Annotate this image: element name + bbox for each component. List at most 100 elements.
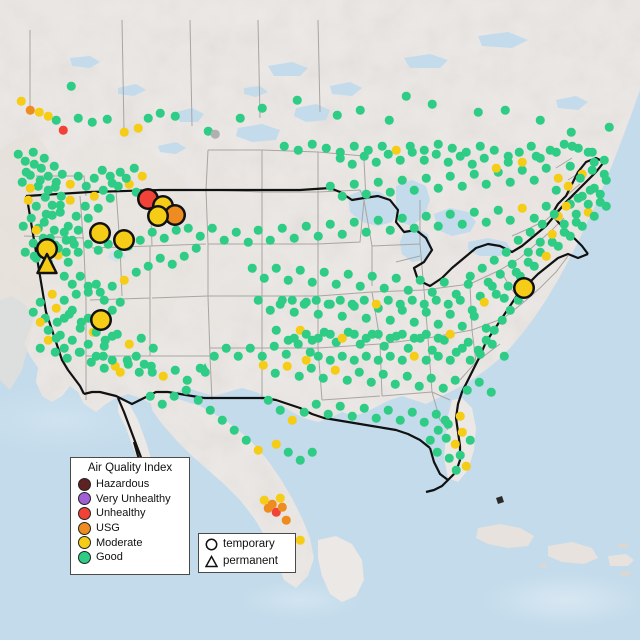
station-marker[interactable] [523,247,533,257]
station-marker[interactable] [89,222,111,244]
station-marker[interactable] [330,365,340,375]
station-marker[interactable] [529,175,539,185]
station-marker[interactable] [419,299,429,309]
station-marker[interactable] [566,127,576,137]
station-marker[interactable] [455,151,465,161]
station-marker[interactable] [281,349,291,359]
station-marker[interactable] [474,377,484,387]
station-marker[interactable] [523,257,533,267]
station-marker[interactable] [38,233,48,243]
station-marker[interactable] [107,178,117,188]
station-marker[interactable] [299,299,309,309]
station-marker[interactable] [71,211,81,221]
station-marker[interactable] [559,227,569,237]
station-marker[interactable] [573,193,583,203]
station-marker[interactable] [371,299,381,309]
station-marker[interactable] [169,391,179,401]
station-marker[interactable] [547,229,557,239]
station-marker[interactable] [507,259,517,269]
station-marker[interactable] [457,181,467,191]
station-marker[interactable] [95,287,105,297]
station-marker[interactable] [59,295,69,305]
station-marker[interactable] [25,105,35,115]
station-marker[interactable] [20,247,30,257]
station-marker[interactable] [379,283,389,293]
station-marker[interactable] [587,147,597,157]
station-marker[interactable] [113,181,123,191]
station-marker[interactable] [489,145,499,155]
station-marker[interactable] [83,281,93,291]
station-marker[interactable] [342,375,352,385]
station-marker[interactable] [465,271,475,281]
station-marker[interactable] [335,147,345,157]
station-marker[interactable] [595,189,605,199]
station-marker[interactable] [461,147,471,157]
station-marker[interactable] [451,289,461,299]
station-marker[interactable] [299,407,309,417]
station-marker[interactable] [325,355,335,365]
station-marker[interactable] [361,313,371,323]
station-marker[interactable] [51,303,61,313]
station-marker[interactable] [419,155,429,165]
station-marker[interactable] [265,305,275,315]
station-marker[interactable] [99,295,109,305]
station-marker[interactable] [567,141,577,151]
station-marker[interactable] [306,363,316,373]
station-marker[interactable] [87,117,97,127]
station-marker[interactable] [313,231,323,241]
station-marker[interactable] [99,341,109,351]
station-marker[interactable] [599,169,609,179]
station-marker[interactable] [86,357,96,367]
station-marker[interactable] [383,295,393,305]
station-marker[interactable] [270,368,280,378]
station-marker[interactable] [147,227,157,237]
station-marker[interactable] [531,151,541,161]
station-marker[interactable] [295,325,305,335]
station-marker[interactable] [331,337,341,347]
station-marker[interactable] [425,435,435,445]
station-marker[interactable] [385,187,395,197]
station-marker[interactable] [433,351,443,361]
station-marker[interactable] [123,359,133,369]
station-marker[interactable] [601,175,611,185]
station-marker[interactable] [301,329,311,339]
station-marker[interactable] [115,297,125,307]
station-marker[interactable] [414,381,424,391]
station-marker[interactable] [307,277,317,287]
station-marker[interactable] [97,165,107,175]
station-marker[interactable] [397,329,407,339]
station-marker[interactable] [513,235,523,245]
station-marker[interactable] [349,329,359,339]
station-marker[interactable] [325,219,335,229]
station-marker[interactable] [39,217,49,227]
station-marker[interactable] [133,123,143,133]
station-marker[interactable] [421,329,431,339]
station-marker[interactable] [505,177,515,187]
station-marker[interactable] [93,203,103,213]
station-marker[interactable] [545,145,555,155]
station-marker[interactable] [450,375,460,385]
station-marker[interactable] [36,163,46,173]
station-marker[interactable] [271,439,281,449]
station-marker[interactable] [443,299,453,309]
station-marker[interactable] [483,277,493,287]
station-marker[interactable] [182,375,192,385]
station-marker[interactable] [553,173,563,183]
station-marker[interactable] [475,291,485,301]
station-marker[interactable] [34,107,44,117]
station-marker[interactable] [517,165,527,175]
station-marker[interactable] [102,114,112,124]
station-marker[interactable] [559,219,569,229]
station-marker[interactable] [461,461,471,471]
station-marker[interactable] [347,299,357,309]
station-marker[interactable] [31,201,41,211]
station-marker[interactable] [139,359,149,369]
station-marker[interactable] [373,355,383,365]
station-marker[interactable] [407,147,417,157]
station-marker[interactable] [347,411,357,421]
station-marker[interactable] [535,237,545,247]
station-marker[interactable] [107,331,117,341]
station-marker[interactable] [553,241,563,251]
station-marker[interactable] [497,315,507,325]
station-marker[interactable] [289,233,299,243]
